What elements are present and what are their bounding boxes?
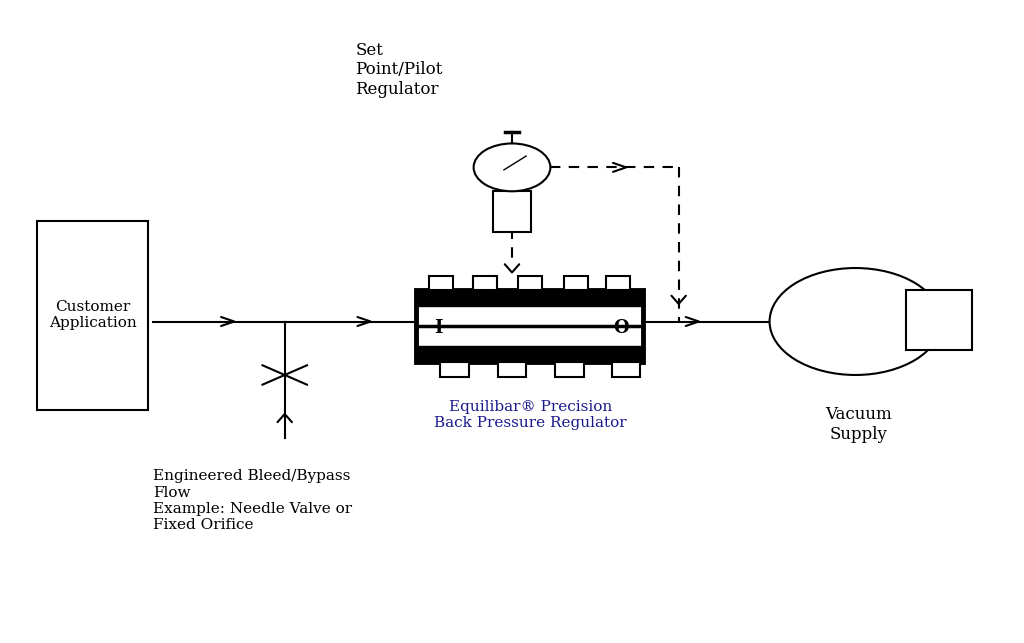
Text: Set
Point/Pilot
Regulator: Set Point/Pilot Regulator bbox=[355, 42, 442, 98]
Text: Engineered Bleed/Bypass
Flow
Example: Needle Valve or
Fixed Orifice: Engineered Bleed/Bypass Flow Example: Ne… bbox=[154, 469, 352, 532]
FancyBboxPatch shape bbox=[518, 276, 543, 290]
Text: I: I bbox=[434, 319, 442, 337]
Text: Equilibar® Precision
Back Pressure Regulator: Equilibar® Precision Back Pressure Regul… bbox=[434, 400, 627, 430]
FancyBboxPatch shape bbox=[906, 290, 972, 350]
FancyBboxPatch shape bbox=[563, 276, 588, 290]
Text: Vacuum
Supply: Vacuum Supply bbox=[825, 406, 892, 443]
Text: Customer
Application: Customer Application bbox=[49, 300, 136, 331]
FancyBboxPatch shape bbox=[440, 363, 469, 377]
FancyBboxPatch shape bbox=[429, 276, 454, 290]
FancyBboxPatch shape bbox=[493, 191, 531, 232]
FancyBboxPatch shape bbox=[473, 276, 497, 290]
FancyBboxPatch shape bbox=[37, 221, 148, 410]
FancyBboxPatch shape bbox=[612, 363, 640, 377]
Text: O: O bbox=[613, 319, 629, 337]
Circle shape bbox=[770, 268, 941, 375]
Circle shape bbox=[474, 143, 550, 191]
FancyBboxPatch shape bbox=[606, 276, 630, 290]
FancyBboxPatch shape bbox=[416, 290, 643, 363]
FancyBboxPatch shape bbox=[498, 363, 526, 377]
FancyBboxPatch shape bbox=[555, 363, 584, 377]
